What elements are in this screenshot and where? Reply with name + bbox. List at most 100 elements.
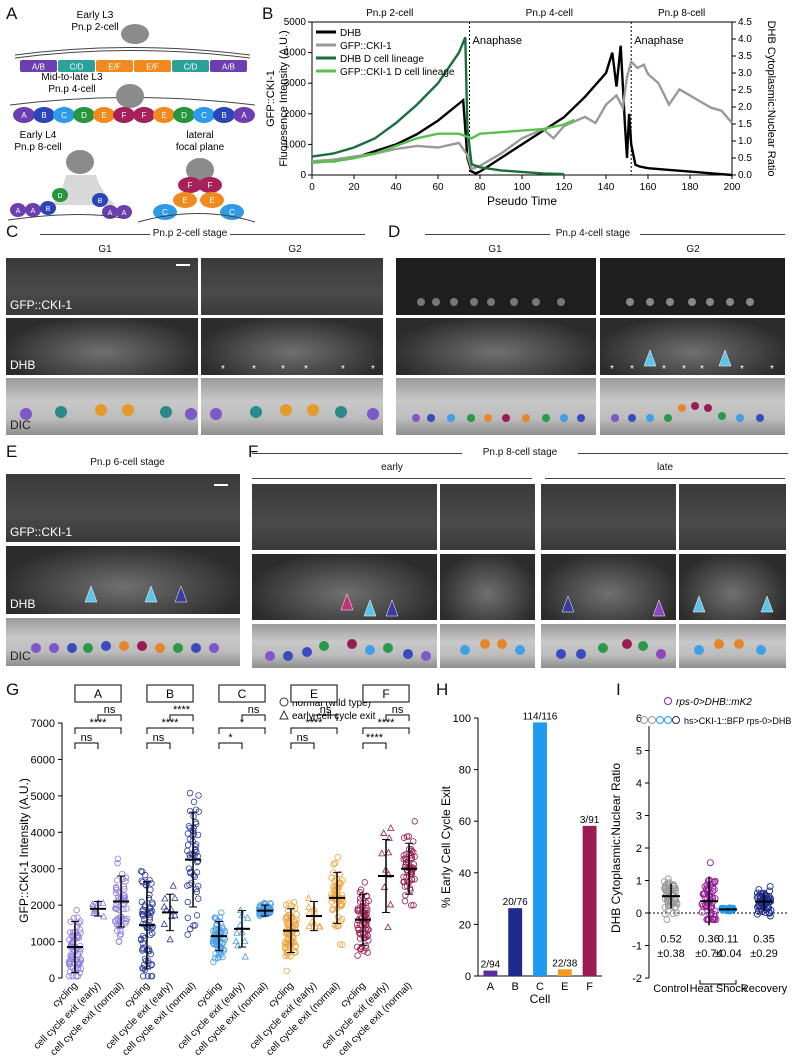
- y-tick-label: -2: [632, 973, 642, 985]
- data-point: [332, 882, 339, 889]
- group-box: [74, 684, 122, 703]
- data-point: [66, 936, 73, 943]
- stage2-cell-label: A: [241, 111, 247, 120]
- stage1-cell-label: C/D: [70, 63, 84, 72]
- lateral-cell: [220, 204, 244, 220]
- data-point: [331, 860, 339, 867]
- data-point: [363, 924, 370, 931]
- panel-d-dhb-g1: [396, 318, 596, 375]
- y-tick-label: 7000: [31, 718, 55, 730]
- svg-text:*: *: [221, 364, 225, 375]
- data-point: [160, 902, 168, 910]
- x-tick-label: Control: [653, 983, 688, 995]
- data-point: [283, 915, 291, 922]
- data-point: [661, 903, 669, 911]
- legend-circle: [656, 716, 664, 724]
- panel-label-a: A: [6, 4, 18, 23]
- data-point: [406, 885, 414, 892]
- x-tick-label: E: [561, 981, 568, 993]
- legend-circle: [672, 716, 680, 724]
- data-point: [762, 909, 769, 916]
- legend-circle: [664, 697, 672, 705]
- data-point: [698, 908, 706, 916]
- y-right-tick-label: 3.0: [738, 68, 752, 79]
- data-point: [304, 894, 313, 902]
- data-point: [405, 833, 412, 840]
- svg-text:*: *: [740, 364, 744, 375]
- legend-label: GFP::CKI-1 D cell lineage: [340, 67, 455, 78]
- data-point: [74, 914, 81, 921]
- panel-label-i: I: [616, 680, 621, 699]
- data-point: [113, 921, 121, 928]
- lateral-cell: [200, 192, 224, 208]
- series-line: [312, 45, 733, 177]
- data-point: [365, 926, 372, 933]
- data-point: [380, 829, 388, 836]
- y-right-tick-label: 0.0: [738, 170, 752, 181]
- lateral-cell-label: E: [209, 196, 214, 205]
- panel-e-dic: DIC: [6, 618, 240, 666]
- sig-bracket: [362, 727, 410, 734]
- data-point: [99, 899, 107, 907]
- data-point: [663, 916, 671, 923]
- stage2-cell-label: A: [21, 111, 27, 120]
- y-right-tick-label: 1.5: [738, 119, 752, 130]
- data-point: [184, 898, 191, 906]
- stage2-cell: [193, 107, 215, 123]
- y-tick-label: -1: [632, 941, 642, 953]
- data-point: [664, 875, 672, 883]
- sig-label: ns: [153, 732, 165, 744]
- data-point: [357, 886, 365, 893]
- sig-bracket: [97, 714, 122, 721]
- panel-i-scatter-chart: -2 -1 0 1 2 3 4 5 6 DHB Cytoplasmic:Nuclear Ratio…: [609, 697, 792, 995]
- x-tick-label: A: [487, 981, 495, 993]
- panel-label-h: H: [436, 680, 449, 699]
- sig-label: ns: [248, 704, 260, 716]
- data-point: [241, 937, 249, 944]
- data-point: [354, 952, 361, 959]
- data-point: [138, 898, 145, 906]
- y-right-tick-label: 0.5: [738, 153, 752, 164]
- data-point: [113, 877, 121, 884]
- data-point: [709, 916, 717, 923]
- stage2-cell-label: F: [122, 111, 127, 120]
- data-point: [117, 927, 124, 934]
- stage2-cell-label: B: [41, 111, 46, 120]
- stage2-cell-label: F: [142, 111, 147, 120]
- y-tick-label: 6: [636, 713, 642, 725]
- bar: [557, 969, 572, 976]
- data-point: [338, 900, 345, 908]
- sig-bracket: [74, 742, 99, 749]
- sig-label: ****: [377, 717, 395, 729]
- data-point: [664, 879, 672, 887]
- lateral-cell-label: C: [162, 208, 168, 217]
- data-point: [115, 938, 123, 945]
- data-point: [139, 920, 147, 928]
- svg-text:*: *: [682, 364, 686, 375]
- x-tick-label: B: [512, 981, 519, 993]
- x-tick-label: C: [536, 981, 544, 993]
- data-point: [378, 849, 386, 857]
- y-tick-label: 3000: [31, 864, 55, 876]
- x-tick-label: 120: [556, 182, 573, 193]
- data-point: [706, 881, 714, 889]
- x-tick-label: Recovery: [741, 983, 788, 995]
- panel-e-title: Pn.p 6-cell stage: [90, 457, 165, 468]
- stage3-cell: [116, 205, 132, 219]
- data-point: [147, 950, 154, 958]
- data-point: [186, 807, 194, 815]
- data-point: [410, 838, 417, 845]
- data-point: [139, 972, 147, 980]
- panel-f-late: late: [656, 462, 674, 473]
- data-point: [114, 927, 121, 934]
- series-line: [311, 118, 575, 164]
- data-point: [699, 890, 707, 898]
- data-point: [305, 903, 313, 910]
- bar-label: 2/94: [481, 960, 501, 971]
- series-line: [311, 59, 733, 171]
- stage1-cell-label: A/B: [32, 63, 45, 72]
- panel-label-g: G: [6, 680, 20, 699]
- svg-text:Mid-to-late L3: Mid-to-late L3: [41, 72, 103, 83]
- stage1-cell-label: A/B: [222, 63, 235, 72]
- mean-label: 0.52: [660, 933, 681, 945]
